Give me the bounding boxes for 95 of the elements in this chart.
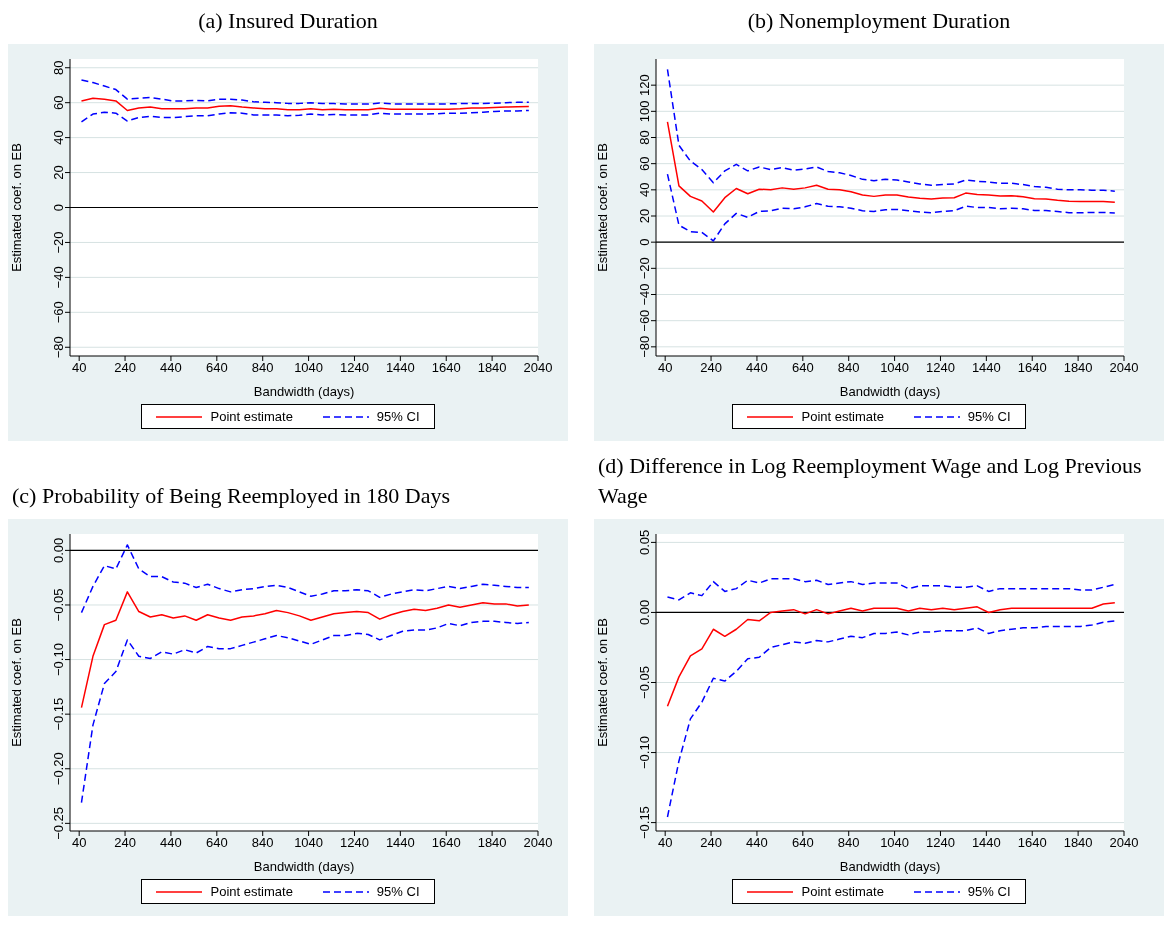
x-axis-title: Bandwidth (days) <box>839 384 941 399</box>
legend-label: Point estimate <box>210 884 293 899</box>
legend-label: 95% CI <box>376 884 420 899</box>
y-tick-label: 60 <box>637 156 652 171</box>
y-tick-label: −0.05 <box>51 588 66 622</box>
y-tick-label: −0.10 <box>51 643 66 677</box>
x-tick-label: 1640 <box>431 835 461 851</box>
y-tick-label: −40 <box>637 283 652 306</box>
legend-label: Point estimate <box>801 884 884 899</box>
y-tick-label: −0.10 <box>637 736 652 769</box>
x-tick-label: 1840 <box>477 360 507 376</box>
y-tick-label: −20 <box>51 231 66 254</box>
y-tick-label: −40 <box>51 266 66 289</box>
chart-title: (b) Nonemployment Duration <box>746 7 1012 35</box>
y-tick-label: 0.00 <box>51 537 66 564</box>
x-tick-label: 1640 <box>1017 360 1047 376</box>
x-tick-label: 240 <box>700 360 722 376</box>
y-tick-label: −0.25 <box>51 806 66 840</box>
x-tick-label: 40 <box>657 360 673 376</box>
y-tick-label: 80 <box>51 60 66 75</box>
x-tick-label: 1840 <box>1063 360 1093 376</box>
x-tick-label: 1840 <box>477 835 507 851</box>
y-tick-label: −60 <box>51 301 66 324</box>
y-tick-label: −0.15 <box>637 806 652 840</box>
y-tick-label: −60 <box>637 309 652 332</box>
x-tick-label: 240 <box>114 360 136 376</box>
legend-label: 95% CI <box>967 884 1011 899</box>
x-tick-label: 240 <box>700 835 722 851</box>
x-tick-label: 1640 <box>431 360 461 376</box>
x-tick-label: 440 <box>160 835 182 851</box>
legend-label: Point estimate <box>801 409 884 424</box>
x-tick-label: 2040 <box>1109 360 1139 376</box>
x-axis-title: Bandwidth (days) <box>253 859 355 874</box>
legend-label: 95% CI <box>967 409 1011 424</box>
x-tick-label: 1040 <box>294 360 324 376</box>
x-tick-label: 1240 <box>926 835 955 851</box>
y-tick-label: 40 <box>637 182 652 198</box>
x-axis-title: Bandwidth (days) <box>839 859 941 874</box>
x-tick-label: 2040 <box>523 360 553 376</box>
chart-title: (d) Difference in Log Reemployment Wage and Log Previous Wage <box>597 452 1143 510</box>
y-axis-title: Estimated coef. on EB <box>594 618 610 747</box>
x-tick-label: 440 <box>746 835 768 851</box>
x-tick-label: 1240 <box>340 835 369 851</box>
x-tick-label: 40 <box>71 360 87 376</box>
y-tick-label: −80 <box>637 335 652 358</box>
x-tick-label: 440 <box>746 360 768 376</box>
x-tick-label: 40 <box>71 835 87 851</box>
x-tick-label: 840 <box>837 835 860 851</box>
x-tick-label: 2040 <box>523 835 553 851</box>
y-tick-label: −0.05 <box>637 666 652 699</box>
y-tick-label: 120 <box>637 74 652 97</box>
y-tick-label: 20 <box>51 165 66 180</box>
x-tick-label: 640 <box>205 360 228 376</box>
x-tick-label: 1240 <box>340 360 369 376</box>
x-tick-label: 640 <box>205 835 228 851</box>
x-tick-label: 40 <box>657 835 673 851</box>
y-tick-label: 60 <box>51 95 66 110</box>
x-tick-label: 1640 <box>1017 835 1047 851</box>
x-tick-label: 2040 <box>1109 835 1139 851</box>
chart-title: (a) Insured Duration <box>197 7 379 35</box>
x-tick-label: 840 <box>251 835 274 851</box>
x-tick-label: 1440 <box>385 360 415 376</box>
y-tick-label: 80 <box>637 130 652 145</box>
y-tick-label: −80 <box>51 336 66 359</box>
x-tick-label: 440 <box>160 360 182 376</box>
x-axis-title: Bandwidth (days) <box>253 384 355 399</box>
y-tick-label: −0.20 <box>51 752 66 786</box>
y-tick-label: 100 <box>637 100 652 123</box>
y-tick-label: −20 <box>637 257 652 280</box>
x-tick-label: 1440 <box>971 360 1001 376</box>
x-tick-label: 1440 <box>971 835 1001 851</box>
chart-title: (c) Probability of Being Reemployed in 180 Days <box>11 482 452 510</box>
x-tick-label: 640 <box>791 360 814 376</box>
y-tick-label: 0.05 <box>637 529 652 556</box>
y-tick-label: 40 <box>51 130 66 145</box>
y-tick-label: 0.00 <box>637 599 652 626</box>
y-tick-label: −0.15 <box>51 697 66 731</box>
legend-label: Point estimate <box>210 409 293 424</box>
y-tick-label: 0 <box>637 238 652 246</box>
y-tick-label: 20 <box>637 208 652 224</box>
legend-label: 95% CI <box>376 409 420 424</box>
y-axis-title: Estimated coef. on EB <box>594 143 610 272</box>
x-tick-label: 240 <box>114 835 136 851</box>
x-tick-label: 640 <box>791 835 814 851</box>
x-tick-label: 1040 <box>880 835 910 851</box>
x-tick-label: 1240 <box>926 360 955 376</box>
x-tick-label: 840 <box>837 360 860 376</box>
y-axis-title: Estimated coef. on EB <box>8 143 24 272</box>
y-axis-title: Estimated coef. on EB <box>8 618 24 747</box>
x-tick-label: 840 <box>251 360 274 376</box>
x-tick-label: 1040 <box>294 835 324 851</box>
x-tick-label: 1840 <box>1063 835 1093 851</box>
x-tick-label: 1440 <box>385 835 415 851</box>
x-tick-label: 1040 <box>880 360 910 376</box>
y-tick-label: 0 <box>51 203 66 212</box>
